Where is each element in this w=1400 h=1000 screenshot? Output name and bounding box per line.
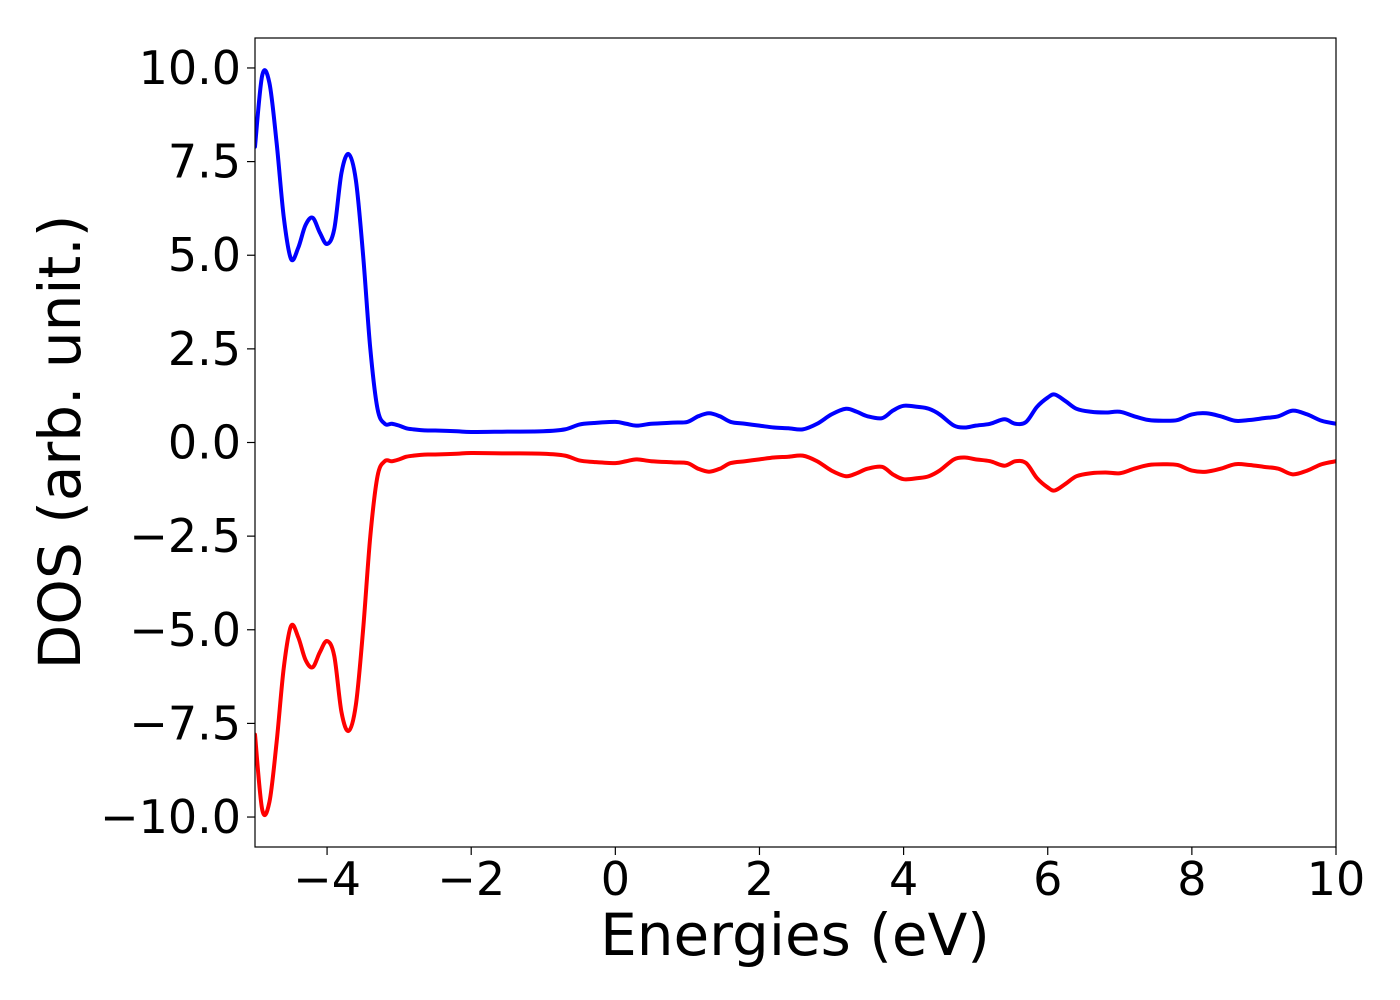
y-tick-label: −10.0	[100, 790, 241, 844]
x-tick-label: −4	[293, 852, 361, 906]
y-tick-label: −5.0	[129, 603, 241, 657]
x-tick-label: 2	[745, 852, 774, 906]
y-tick-label: −7.5	[129, 696, 241, 750]
dos-series-line-negative	[255, 450, 1336, 818]
x-tick-label: 0	[601, 852, 630, 906]
y-tick-label: 10.0	[139, 41, 241, 95]
y-tick-label: 0.0	[168, 416, 241, 470]
y-axis-label: DOS (arb. unit.)	[26, 215, 94, 670]
x-tick-label: 8	[1177, 852, 1206, 906]
x-axis-label: Energies (eV)	[600, 901, 990, 969]
y-axis-ticks: 10.0 7.5 5.0 2.5 0.0 −2.5 −5.0 −7.5 −10.0	[100, 41, 255, 844]
y-tick-label: 7.5	[168, 135, 241, 189]
dos-series-line-positive	[255, 68, 1336, 435]
y-tick-label: −2.5	[129, 509, 241, 563]
y-tick-label: 2.5	[168, 322, 241, 376]
y-tick-label: 5.0	[168, 228, 241, 282]
x-tick-label: 10	[1307, 852, 1366, 906]
x-tick-label: 4	[889, 852, 918, 906]
x-axis-ticks: −4 −2 0 2 4 6 8 10	[293, 847, 1365, 906]
plot-frame	[254, 37, 1337, 848]
x-tick-label: 6	[1033, 852, 1062, 906]
series-layer	[255, 68, 1336, 818]
x-tick-label: −2	[437, 852, 505, 906]
